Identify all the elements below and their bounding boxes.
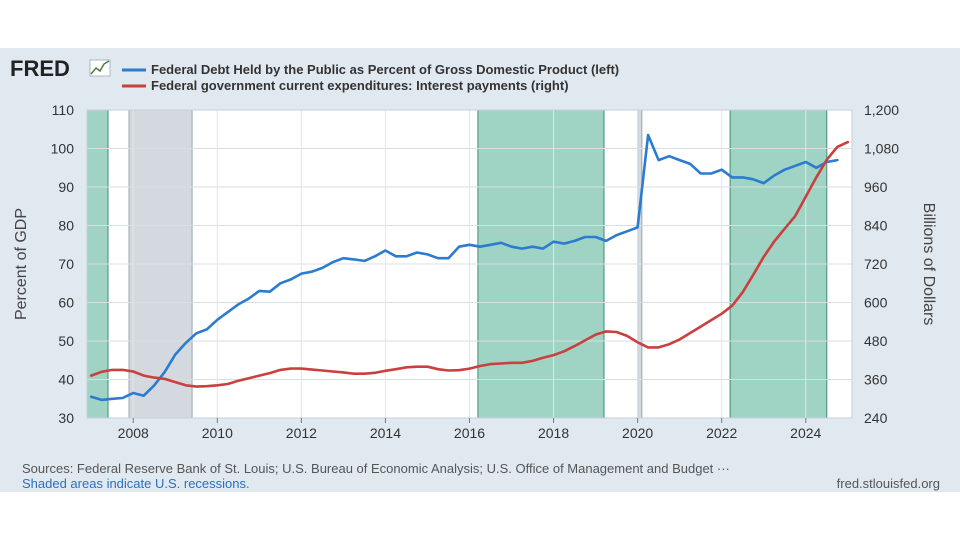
y-left-tick-label-5: 80: [58, 218, 74, 234]
y-right-tick-label-5: 840: [864, 218, 888, 234]
y-axis-left-title: Percent of GDP: [13, 208, 30, 320]
legend-label-interest: Federal government current expenditures:…: [151, 78, 569, 93]
x-tick-label-2: 2012: [286, 425, 317, 441]
x-tick-label-1: 2010: [202, 425, 233, 441]
y-right-tick-label-3: 600: [864, 295, 888, 311]
y-right-tick-label-2: 480: [864, 333, 888, 349]
y-left-tick-label-1: 40: [58, 372, 74, 388]
y-left-tick-label-0: 30: [58, 410, 74, 426]
y-axis-left-ticks: 30 40 50 60 70 80 90 100 110: [51, 102, 75, 426]
fred-logo-graph-icon: [89, 59, 111, 77]
y-right-tick-label-4: 720: [864, 256, 888, 272]
x-tick-label-5: 2018: [538, 425, 569, 441]
x-tick-label-0: 2008: [118, 425, 149, 441]
y-left-tick-label-8: 110: [52, 102, 75, 118]
y-right-tick-label-0: 240: [864, 410, 888, 426]
legend: Federal Debt Held by the Public as Perce…: [122, 62, 619, 93]
recession-note[interactable]: Shaded areas indicate U.S. recessions.: [22, 476, 250, 491]
y-left-tick-label-7: 100: [51, 141, 75, 157]
x-tick-label-3: 2014: [370, 425, 401, 441]
sources-note: Sources: Federal Reserve Bank of St. Lou…: [22, 461, 730, 476]
y-left-tick-label-3: 60: [58, 295, 74, 311]
y-axis-right-title: Billions of Dollars: [920, 203, 937, 326]
x-tick-label-7: 2022: [706, 425, 737, 441]
y-right-tick-label-8: 1,200: [864, 102, 899, 118]
y-left-tick-label-2: 50: [58, 333, 74, 349]
series-lines: [89, 133, 850, 402]
y-left-tick-label-4: 70: [58, 256, 74, 272]
fred-logo[interactable]: FRED: [10, 56, 70, 81]
x-tick-label-4: 2016: [454, 425, 485, 441]
site-link[interactable]: fred.stlouisfed.org: [837, 476, 940, 491]
x-axis-ticks: 2008 2010 2012 2014 2016 2018 2020 2022 2024: [118, 418, 822, 441]
series-line-interest-payments: [89, 140, 850, 388]
y-right-tick-label-7: 1,080: [864, 141, 899, 157]
y-right-tick-label-6: 960: [864, 179, 888, 195]
x-tick-label-6: 2020: [622, 425, 653, 441]
y-left-tick-label-6: 90: [58, 179, 74, 195]
series-line-debt-pct-gdp: [89, 133, 839, 402]
legend-label-debt: Federal Debt Held by the Public as Perce…: [151, 62, 619, 77]
y-right-tick-label-1: 360: [864, 372, 888, 388]
x-tick-label-8: 2024: [790, 425, 821, 441]
y-axis-right-ticks: 240 360 480 600 720 840 960 1,080 1,200: [864, 102, 899, 426]
